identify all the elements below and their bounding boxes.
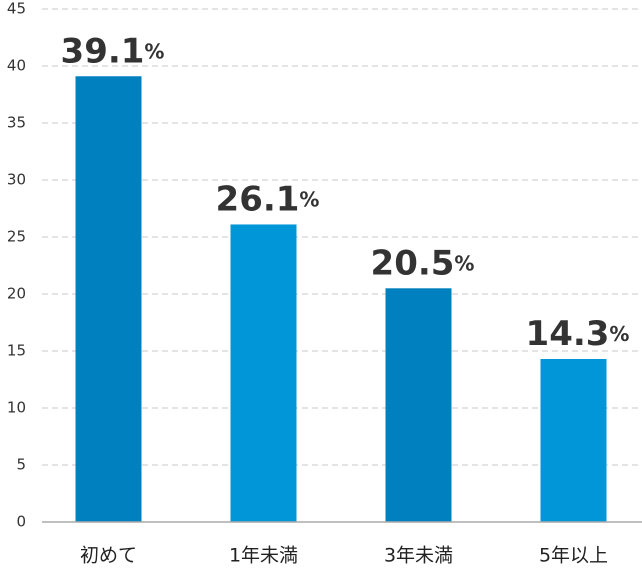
y-tick-label: 35	[7, 114, 26, 132]
y-tick-label: 45	[7, 0, 26, 18]
y-tick-label: 25	[7, 228, 26, 246]
y-tick-label: 5	[16, 456, 26, 474]
y-tick-label: 30	[7, 171, 26, 189]
bar	[385, 288, 452, 522]
x-tick-label: 1年未満	[229, 545, 298, 567]
bar	[230, 224, 297, 522]
value-label: 14.3%	[526, 313, 630, 353]
value-label: 39.1%	[61, 31, 165, 71]
bar	[75, 76, 142, 522]
y-tick-label: 0	[16, 513, 26, 531]
y-tick-label: 15	[7, 342, 26, 360]
x-tick-label: 5年以上	[539, 545, 608, 567]
y-tick-label: 10	[7, 399, 26, 417]
x-tick-label: 3年未満	[384, 545, 453, 567]
value-label: 26.1%	[216, 179, 320, 219]
bar	[540, 358, 607, 522]
y-tick-label: 20	[7, 285, 26, 303]
value-label: 20.5%	[371, 243, 475, 283]
x-tick-label: 初めて	[80, 545, 137, 567]
y-tick-label: 40	[7, 57, 26, 75]
